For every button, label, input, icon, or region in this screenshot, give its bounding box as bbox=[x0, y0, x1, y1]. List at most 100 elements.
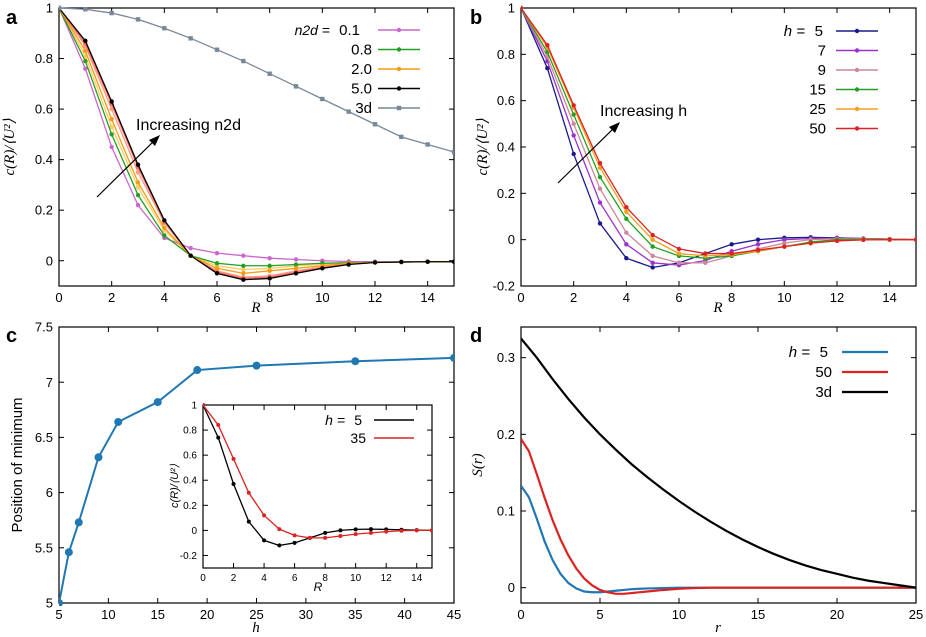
data-point bbox=[571, 133, 576, 138]
x-tick-label: 14 bbox=[882, 290, 896, 305]
y-tick-label: 0.4 bbox=[183, 476, 197, 487]
data-point bbox=[650, 237, 655, 242]
series-line bbox=[521, 7, 916, 259]
x-axis-label: R bbox=[712, 300, 722, 316]
series-line bbox=[203, 404, 432, 539]
arrow-line bbox=[557, 125, 617, 184]
data-point bbox=[162, 225, 167, 231]
x-tick-label: 6 bbox=[213, 290, 220, 305]
data-point bbox=[267, 263, 272, 268]
x-tick-label: 10 bbox=[350, 573, 362, 584]
data-point bbox=[241, 58, 246, 64]
data-point bbox=[241, 271, 246, 276]
data-point bbox=[135, 170, 141, 175]
data-point bbox=[320, 96, 325, 102]
y-tick-label: 7 bbox=[46, 375, 53, 390]
panel-a: 0 2 4 6 8 10 12 14 0 0.2 0.4 0.6 0.8 1 n2d = 0.1 0.8 2.0 5… bbox=[2, 1, 455, 316]
data-point bbox=[624, 205, 629, 210]
data-point bbox=[109, 144, 114, 150]
x-tick-label: 12 bbox=[830, 290, 844, 305]
data-point bbox=[414, 528, 419, 533]
data-point bbox=[338, 528, 343, 533]
data-point bbox=[323, 530, 328, 535]
x-axis-label: h bbox=[252, 620, 260, 636]
data-point bbox=[372, 122, 378, 127]
x-tick-label: 8 bbox=[728, 290, 735, 305]
plot-frame bbox=[202, 404, 433, 569]
x-tick-label: 5 bbox=[596, 607, 603, 622]
data-point bbox=[650, 232, 655, 238]
data-point bbox=[162, 233, 167, 238]
x-tick-label: 45 bbox=[447, 607, 461, 622]
x-tick-label: 12 bbox=[381, 573, 393, 584]
data-point bbox=[676, 260, 682, 266]
data-point bbox=[372, 260, 378, 265]
legend-marker bbox=[854, 67, 860, 73]
data-point bbox=[384, 529, 389, 534]
data-point bbox=[425, 259, 430, 264]
x-tick-label: 25 bbox=[249, 607, 263, 622]
panel-label-b: b bbox=[470, 7, 482, 29]
data-point bbox=[755, 247, 761, 253]
series-line bbox=[521, 7, 916, 255]
y-tick-label: 1 bbox=[46, 1, 53, 16]
y-tick-label: 0.4 bbox=[35, 152, 53, 167]
data-point bbox=[571, 121, 576, 127]
data-point bbox=[135, 17, 141, 22]
series-line bbox=[59, 7, 454, 271]
series-line bbox=[59, 356, 454, 604]
legend-entry: 0.8 bbox=[351, 42, 372, 59]
panel-label-a: a bbox=[6, 7, 18, 29]
x-tick-label: 0 bbox=[200, 573, 206, 584]
data-point bbox=[114, 417, 123, 426]
y-tick-label: 1 bbox=[191, 401, 197, 412]
data-point bbox=[277, 527, 282, 532]
series-line bbox=[521, 7, 916, 269]
legend-entry: 5.0 bbox=[351, 81, 372, 98]
arrow-head bbox=[609, 122, 620, 133]
data-point bbox=[267, 71, 272, 76]
x-tick-label: 2 bbox=[570, 290, 577, 305]
data-point bbox=[353, 527, 358, 532]
y-tick-label: 1 bbox=[508, 1, 515, 16]
data-point bbox=[267, 276, 272, 281]
data-point bbox=[307, 535, 312, 540]
legend-entry: 3d bbox=[355, 100, 372, 117]
data-point bbox=[231, 456, 236, 461]
series-line bbox=[521, 7, 916, 257]
data-point bbox=[214, 250, 220, 256]
arrow-line bbox=[96, 138, 157, 198]
data-point bbox=[399, 259, 404, 265]
data-point bbox=[425, 142, 430, 147]
inset-chart: 0 2 4 6 8 10 12 14-0.200.20.40.60.81h = 535Rc(R)… bbox=[169, 401, 433, 594]
y-tick-label: 0.3 bbox=[497, 350, 515, 365]
data-point bbox=[153, 398, 162, 407]
data-point bbox=[162, 218, 167, 223]
data-point bbox=[293, 84, 299, 89]
data-point bbox=[214, 271, 220, 276]
y-tick-label: 0.6 bbox=[183, 451, 197, 462]
annotation: Increasing h bbox=[600, 103, 687, 120]
y-axis-label: c(R)/⟨U²⟩ bbox=[475, 118, 491, 175]
y-tick-label: 0.2 bbox=[497, 427, 515, 442]
y-tick-label: 6 bbox=[46, 485, 53, 500]
data-point bbox=[624, 230, 629, 235]
x-tick-label: 2 bbox=[231, 573, 237, 584]
legend-marker bbox=[854, 28, 860, 34]
plot-frame bbox=[520, 326, 917, 604]
x-tick-label: 20 bbox=[200, 607, 214, 622]
y-axis-label: Position of minimum bbox=[9, 397, 26, 532]
panel-d: 0 5 10 15 20 25 0 0.1 0.2 0.3 h = 5 50 3d r S(r) bbox=[470, 326, 923, 636]
x-tick-label: 14 bbox=[420, 290, 434, 305]
data-point bbox=[162, 26, 167, 31]
data-point bbox=[624, 256, 629, 261]
y-tick-label: 0.6 bbox=[35, 102, 53, 117]
data-point bbox=[135, 180, 141, 185]
data-point bbox=[887, 237, 892, 242]
x-tick-label: 4 bbox=[623, 290, 630, 305]
data-point bbox=[188, 36, 193, 41]
data-point bbox=[351, 357, 360, 366]
data-point bbox=[545, 66, 550, 71]
data-point bbox=[83, 7, 88, 12]
data-point bbox=[293, 257, 299, 262]
